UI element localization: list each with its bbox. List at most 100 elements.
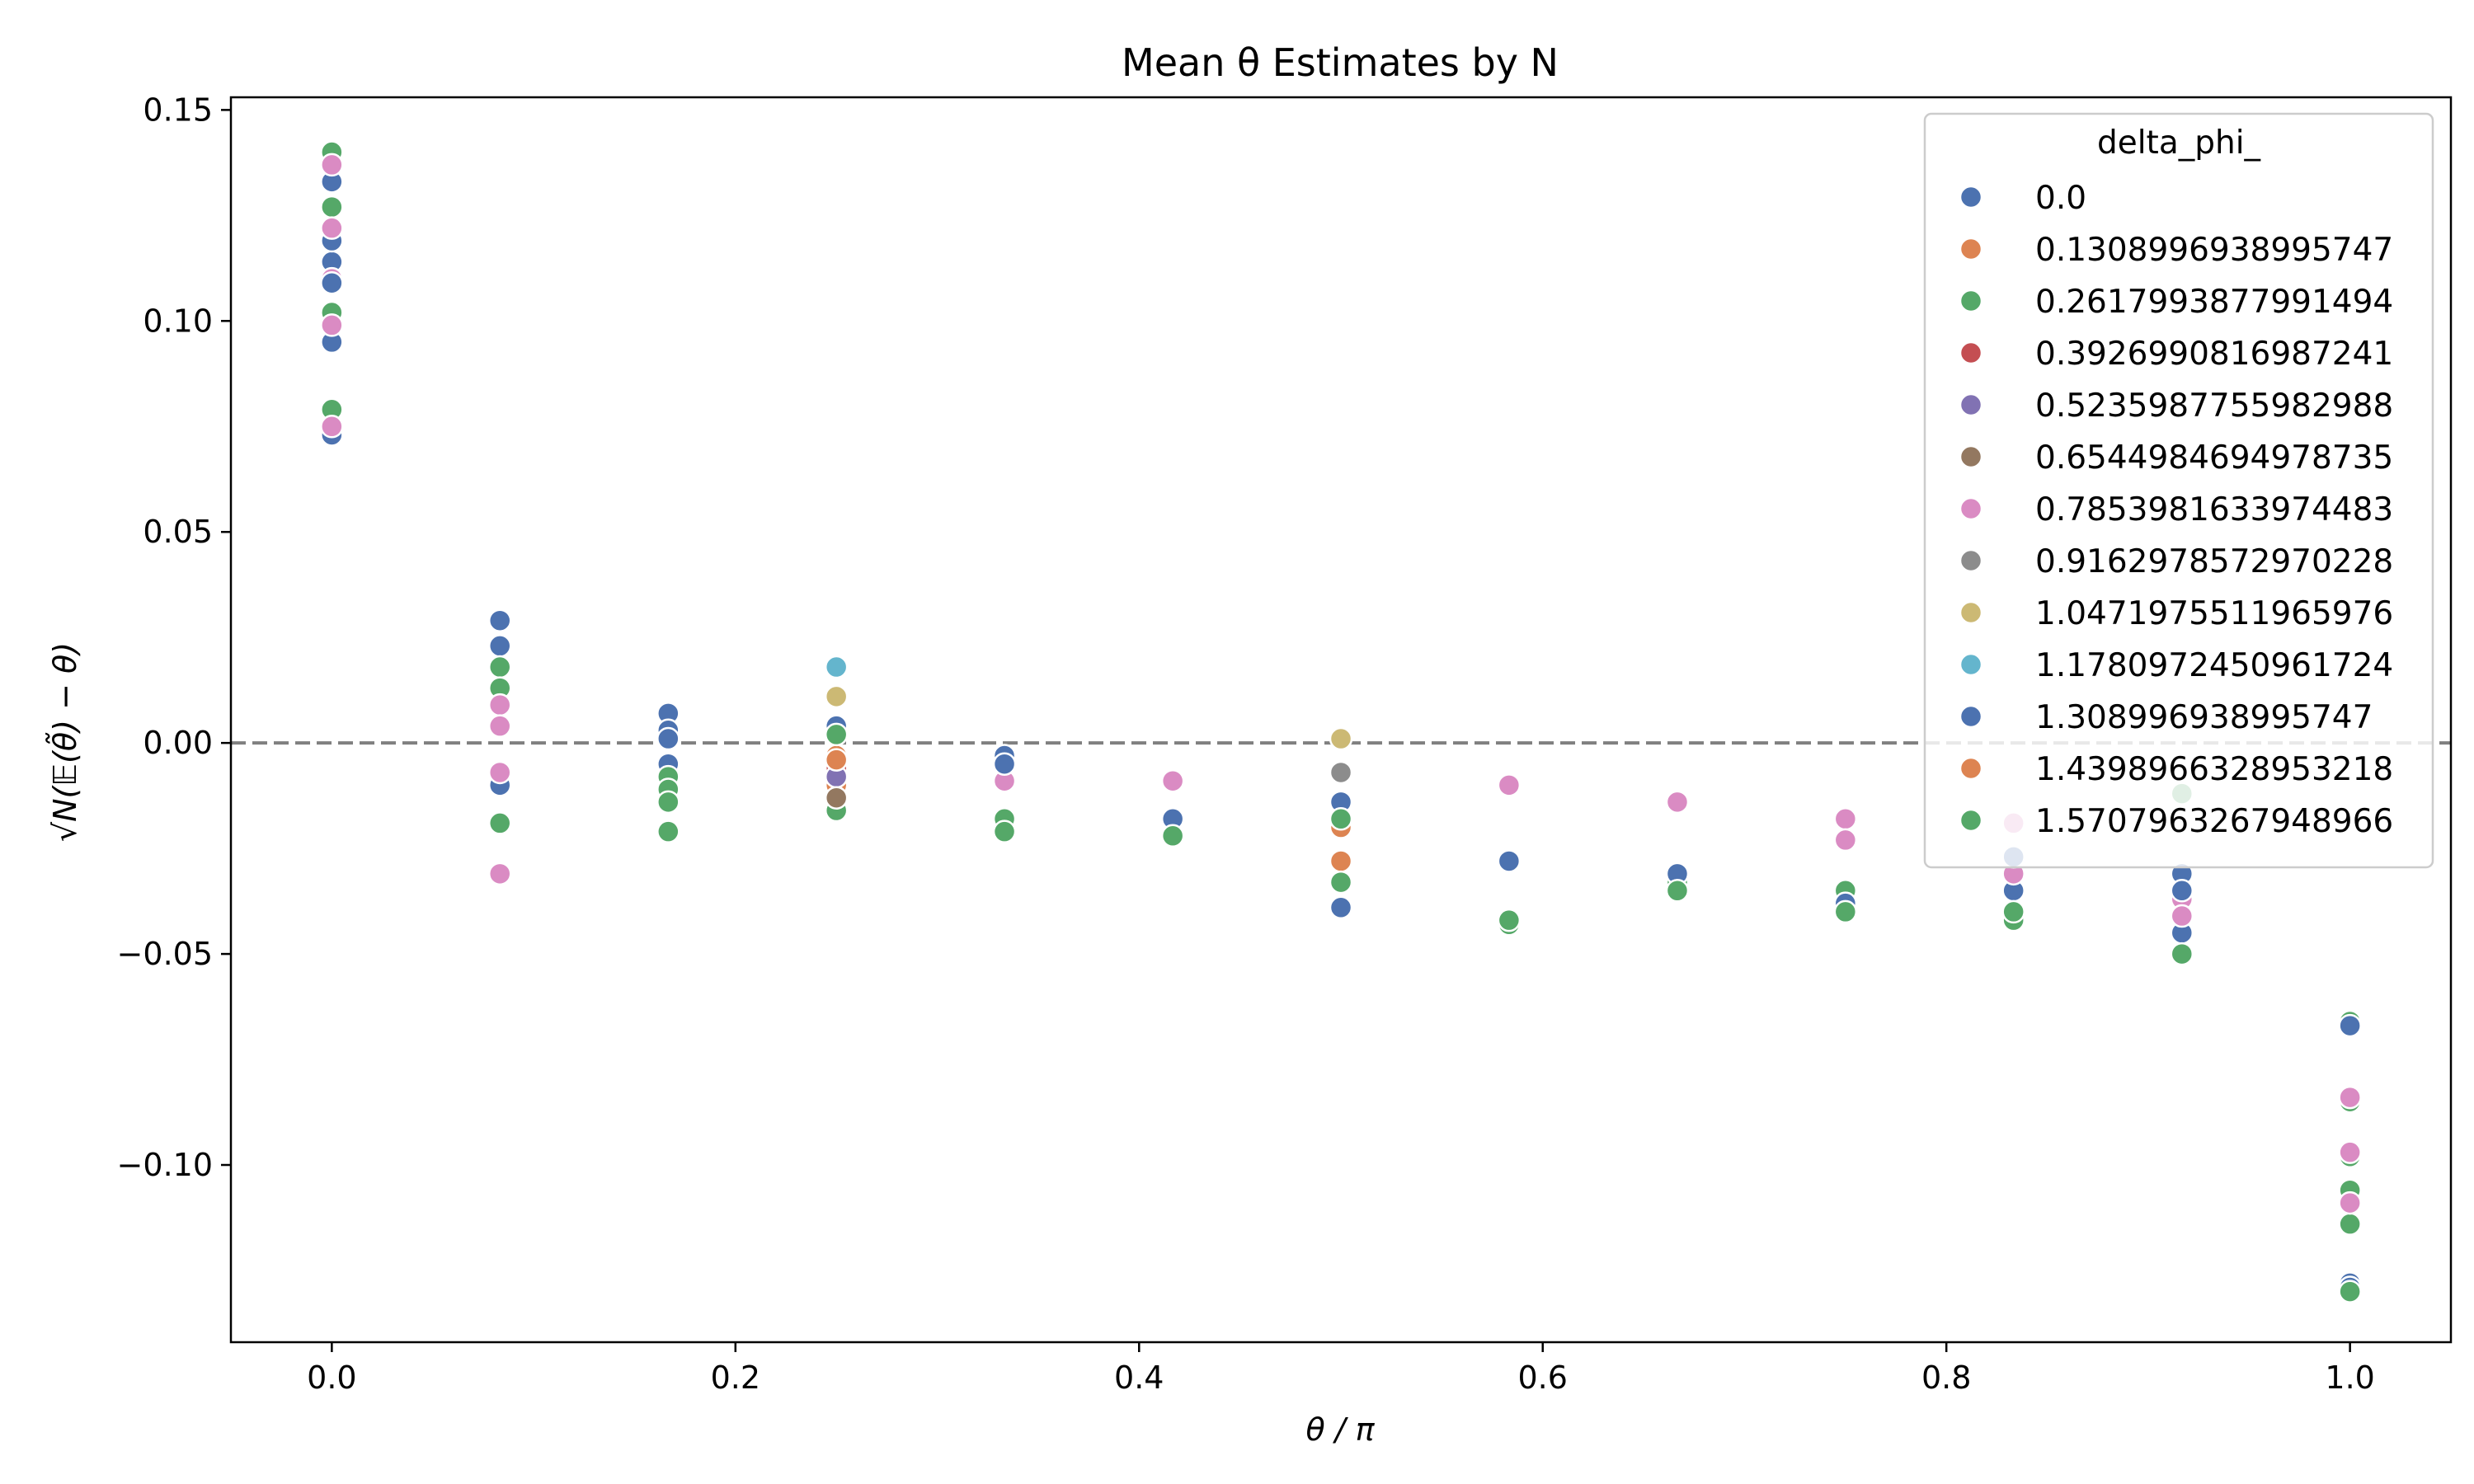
data-point bbox=[1497, 773, 1522, 797]
x-axis-label: θ / π bbox=[1305, 1411, 1375, 1448]
data-point bbox=[824, 786, 849, 810]
data-point bbox=[824, 748, 849, 772]
legend-box bbox=[1923, 112, 2434, 869]
chart-title: Mean θ Estimates by N bbox=[1122, 40, 1559, 85]
y-tick-label: 0.00 bbox=[143, 725, 213, 761]
data-point bbox=[992, 752, 1017, 776]
data-point bbox=[487, 655, 512, 679]
data-point bbox=[2170, 879, 2194, 903]
data-point bbox=[824, 655, 849, 679]
data-point bbox=[2338, 1212, 2362, 1236]
legend-entry-label: 0.3926990816987241 bbox=[2035, 336, 2393, 373]
legend-entry-label: 0.0 bbox=[2035, 180, 2086, 217]
data-point bbox=[1329, 760, 1353, 785]
legend-entry-label: 0.9162978572970228 bbox=[2035, 543, 2393, 580]
plot-frame bbox=[229, 96, 2453, 1344]
legend-marker bbox=[1959, 289, 1983, 313]
legend-marker bbox=[1959, 704, 1983, 729]
data-point bbox=[487, 862, 512, 886]
y-tick-label: 0.10 bbox=[143, 303, 213, 339]
data-point bbox=[1497, 908, 1522, 932]
data-point bbox=[1329, 870, 1353, 895]
legend-entry-label: 0.1308996938995747 bbox=[2035, 232, 2393, 269]
data-point bbox=[1665, 790, 1690, 815]
data-point bbox=[487, 693, 512, 717]
legend-entry-label: 1.0471975511965976 bbox=[2035, 595, 2393, 632]
series-group bbox=[656, 790, 2362, 1303]
data-point bbox=[824, 684, 849, 709]
data-point bbox=[320, 270, 344, 295]
series-group bbox=[824, 748, 849, 772]
legend: delta_phi_ 0.0 0.1308996938995747 0.2617993… bbox=[1923, 112, 2434, 869]
legend-entry-label: 0.5235987755982988 bbox=[2035, 387, 2393, 425]
data-point bbox=[320, 153, 344, 177]
data-point bbox=[656, 790, 680, 815]
data-point bbox=[2338, 1085, 2362, 1110]
data-point bbox=[1329, 849, 1353, 873]
legend-entry-label: 1.5707963267948966 bbox=[2035, 803, 2393, 840]
y-tick-label: −0.05 bbox=[117, 936, 213, 972]
data-point bbox=[487, 634, 512, 658]
data-point bbox=[1329, 807, 1353, 831]
data-point bbox=[487, 760, 512, 785]
data-point bbox=[1833, 807, 1858, 831]
series-group bbox=[824, 655, 849, 679]
legend-entry-label: 0.2617993877991494 bbox=[2035, 284, 2393, 321]
data-point bbox=[656, 726, 680, 751]
data-point bbox=[320, 195, 344, 219]
x-tick-label: 0.2 bbox=[711, 1360, 760, 1396]
y-tick-label: −0.10 bbox=[117, 1147, 213, 1183]
legend-title: delta_phi_ bbox=[2097, 124, 2261, 162]
data-point bbox=[1497, 849, 1522, 873]
legend-entry-label: 1.4398966328953218 bbox=[2035, 751, 2393, 788]
x-tick-label: 0.0 bbox=[307, 1360, 356, 1396]
legend-entry-label: 0.7853981633974483 bbox=[2035, 491, 2393, 528]
data-point bbox=[487, 811, 512, 835]
data-point bbox=[1833, 899, 1858, 924]
data-point bbox=[1833, 828, 1858, 852]
data-point bbox=[320, 216, 344, 240]
data-point bbox=[320, 415, 344, 439]
legend-marker bbox=[1959, 340, 1983, 365]
y-axis-ticks: 0.15 0.10 0.05 0.00 −0.05 −0.10 bbox=[117, 92, 231, 1183]
data-point bbox=[1665, 879, 1690, 903]
y-tick-label: 0.05 bbox=[143, 514, 213, 550]
data-point bbox=[1160, 768, 1185, 793]
legend-entry-label: 0.6544984694978735 bbox=[2035, 439, 2393, 477]
series-group bbox=[824, 684, 1353, 751]
data-point bbox=[2338, 1190, 2362, 1215]
legend-entry-label: 1.1780972450961724 bbox=[2035, 647, 2393, 684]
data-point bbox=[1329, 726, 1353, 751]
data-point bbox=[2338, 1140, 2362, 1164]
data-point bbox=[2338, 1013, 2362, 1038]
series-group bbox=[824, 786, 849, 810]
legend-marker bbox=[1959, 548, 1983, 573]
data-point bbox=[2001, 899, 2025, 924]
data-point bbox=[824, 722, 849, 747]
x-tick-label: 0.4 bbox=[1114, 1360, 1164, 1396]
legend-marker bbox=[1959, 444, 1983, 469]
data-point bbox=[2170, 904, 2194, 928]
series-group bbox=[1329, 760, 1353, 785]
plot-area bbox=[229, 96, 2453, 1344]
y-tick-label: 0.15 bbox=[143, 92, 213, 128]
x-tick-label: 0.8 bbox=[1921, 1360, 1971, 1396]
data-point bbox=[2170, 942, 2194, 966]
data-point bbox=[1329, 895, 1353, 920]
legend-marker bbox=[1959, 808, 1983, 833]
data-point bbox=[2338, 1280, 2362, 1303]
data-point bbox=[320, 313, 344, 337]
legend-marker bbox=[1959, 392, 1983, 417]
y-axis-label: √N(𝔼(θ̃) − θ) bbox=[46, 642, 83, 842]
legend-entry-label: 1.308996938995747 bbox=[2035, 699, 2373, 736]
legend-marker bbox=[1959, 496, 1983, 521]
data-point bbox=[992, 819, 1017, 843]
x-tick-label: 1.0 bbox=[2325, 1360, 2374, 1396]
data-point bbox=[656, 819, 680, 843]
legend-marker bbox=[1959, 652, 1983, 677]
x-tick-label: 0.6 bbox=[1518, 1360, 1568, 1396]
data-point bbox=[487, 608, 512, 632]
legend-marker bbox=[1959, 185, 1983, 209]
data-point bbox=[1160, 824, 1185, 848]
